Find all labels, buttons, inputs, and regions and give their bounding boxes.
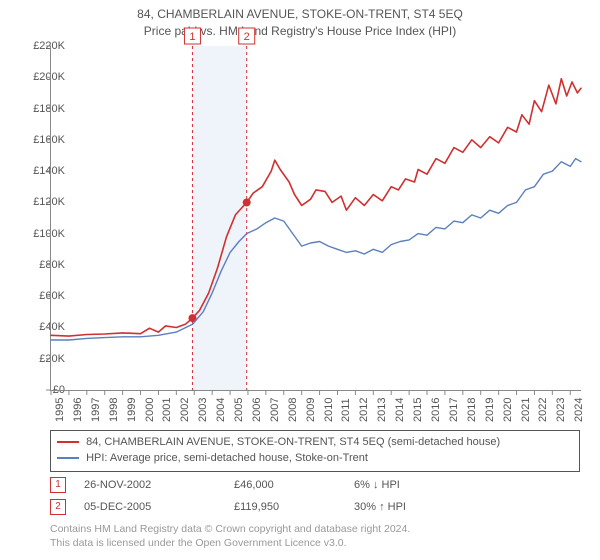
x-tick-label: 2017	[448, 398, 460, 422]
x-tick-label: 2018	[466, 398, 478, 422]
x-tick-label: 2023	[555, 398, 567, 422]
x-tick-label: 2000	[144, 398, 156, 422]
sale-marker-1: 1	[50, 477, 66, 493]
x-tick-label: 2015	[412, 398, 424, 422]
svg-text:1: 1	[189, 31, 195, 43]
legend-text-price-paid: 84, CHAMBERLAIN AVENUE, STOKE-ON-TRENT, …	[86, 436, 500, 448]
x-tick-label: 1998	[108, 398, 120, 422]
x-tick-label: 1995	[54, 398, 66, 422]
sale-date-1: 26-NOV-2002	[66, 479, 234, 491]
x-tick-label: 1996	[72, 398, 84, 422]
x-tick-label: 2014	[394, 398, 406, 422]
sale-row-1: 1 26-NOV-2002 £46,000 6% ↓ HPI	[50, 474, 580, 496]
title-main: 84, CHAMBERLAIN AVENUE, STOKE-ON-TRENT, …	[0, 6, 600, 23]
x-tick-label: 2003	[197, 398, 209, 422]
x-tick-label: 2020	[502, 398, 514, 422]
x-tick-label: 2022	[537, 398, 549, 422]
x-tick-label: 2002	[179, 398, 191, 422]
x-tick-label: 2005	[233, 398, 245, 422]
x-tick-label: 2011	[340, 398, 352, 422]
x-tick-label: 2024	[573, 398, 585, 422]
x-tick-label: 1997	[90, 398, 102, 422]
sale-date-2: 05-DEC-2005	[66, 501, 234, 513]
sale-price-1: £46,000	[234, 479, 354, 491]
sale-price-2: £119,950	[234, 501, 354, 513]
x-tick-label: 2019	[484, 398, 496, 422]
sale-row-2: 2 05-DEC-2005 £119,950 30% ↑ HPI	[50, 496, 580, 518]
x-tick-label: 2006	[251, 398, 263, 422]
legend-item-price-paid: 84, CHAMBERLAIN AVENUE, STOKE-ON-TRENT, …	[57, 435, 573, 451]
svg-text:2: 2	[244, 31, 250, 43]
sale-hpi-1: 6% ↓ HPI	[354, 479, 474, 491]
x-tick-label: 2001	[161, 398, 173, 422]
plot-svg: 12	[51, 46, 581, 390]
x-tick-label: 2010	[323, 398, 335, 422]
footer: Contains HM Land Registry data © Crown c…	[50, 522, 410, 550]
footer-line-2: This data is licensed under the Open Gov…	[50, 536, 410, 550]
footer-line-1: Contains HM Land Registry data © Crown c…	[50, 522, 410, 536]
x-tick-label: 2008	[287, 398, 299, 422]
legend-swatch-hpi	[57, 457, 79, 459]
x-tick-label: 2012	[358, 398, 370, 422]
plot-area: 12	[50, 46, 581, 391]
legend-swatch-price-paid	[57, 441, 79, 443]
x-tick-label: 1999	[126, 398, 138, 422]
legend-box: 84, CHAMBERLAIN AVENUE, STOKE-ON-TRENT, …	[50, 430, 580, 472]
legend-text-hpi: HPI: Average price, semi-detached house,…	[86, 452, 368, 464]
legend-item-hpi: HPI: Average price, semi-detached house,…	[57, 451, 573, 467]
sale-hpi-2: 30% ↑ HPI	[354, 501, 474, 513]
title-block: 84, CHAMBERLAIN AVENUE, STOKE-ON-TRENT, …	[0, 0, 600, 40]
sale-rows: 1 26-NOV-2002 £46,000 6% ↓ HPI 2 05-DEC-…	[50, 474, 580, 518]
sale-marker-2: 2	[50, 499, 66, 515]
x-tick-label: 2004	[215, 398, 227, 422]
x-tick-label: 2009	[305, 398, 317, 422]
x-tick-label: 2021	[520, 398, 532, 422]
x-tick-label: 2013	[376, 398, 388, 422]
chart-container: 84, CHAMBERLAIN AVENUE, STOKE-ON-TRENT, …	[0, 0, 600, 560]
x-tick-label: 2007	[269, 398, 281, 422]
x-tick-label: 2016	[430, 398, 442, 422]
title-sub: Price paid vs. HM Land Registry's House …	[0, 23, 600, 40]
